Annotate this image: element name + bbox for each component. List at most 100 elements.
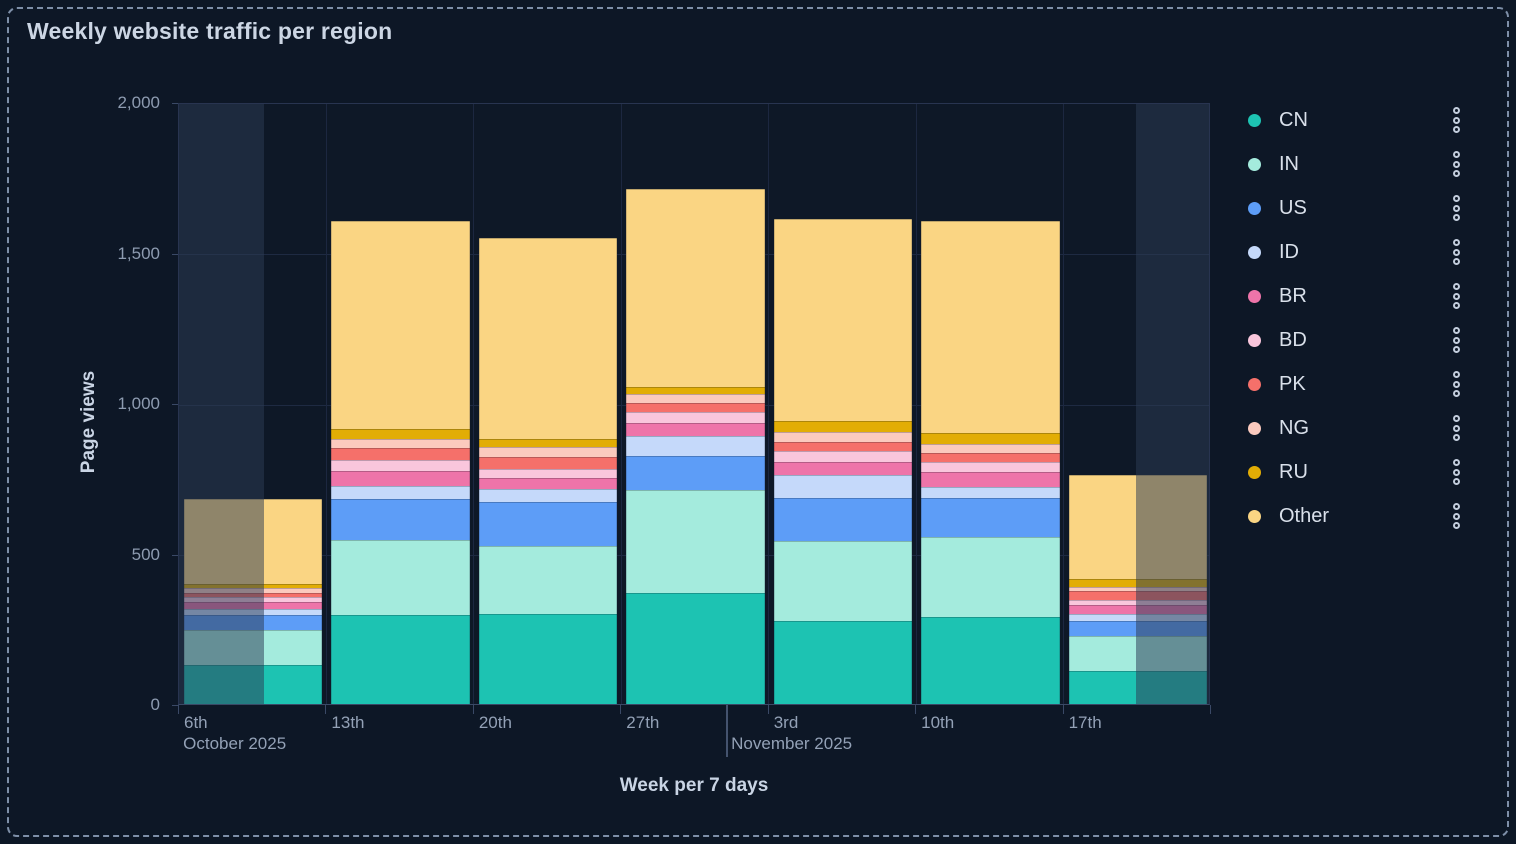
x-tick-mark [178,705,179,714]
kebab-ring-dot [1453,126,1460,134]
kebab-ring-dot [1453,370,1460,378]
y-tick-mark [172,705,178,706]
bar-segment-3rd-bd[interactable] [773,451,913,462]
bar-segment-13th-other[interactable] [331,220,470,429]
legend-item-ru[interactable]: RU [1240,450,1472,494]
legend-item-ng[interactable]: NG [1240,406,1472,450]
bar-segment-10th-bd[interactable] [921,461,1060,473]
bar-segment-13th-ru[interactable] [331,428,470,440]
legend-menu-kebab-icon[interactable] [1451,412,1462,445]
bar-segment-27th-in[interactable] [626,490,765,593]
legend-color-dot [1248,113,1261,127]
gridline-vertical [1063,104,1065,704]
kebab-ring-dot [1453,458,1460,466]
bar-segment-3rd-br[interactable] [773,461,913,476]
legend-menu-kebab-icon[interactable] [1451,368,1462,401]
bar-segment-27th-br[interactable] [626,422,765,437]
bar-segment-27th-bd[interactable] [626,412,765,423]
legend-menu-kebab-icon[interactable] [1451,192,1462,225]
bar-segment-3rd-other[interactable] [773,219,913,422]
x-tick-label: 6th [184,713,208,732]
bar-segment-13th-bd[interactable] [331,460,470,471]
legend-item-cn[interactable]: CN [1240,98,1472,142]
kebab-ring-dot [1453,390,1460,398]
bar-segment-13th-id[interactable] [331,485,470,500]
legend-label: BR [1279,284,1307,307]
bar-segment-10th-us[interactable] [921,497,1060,537]
bar-segment-10th-ng[interactable] [921,443,1060,453]
bar-segment-13th-cn[interactable] [331,615,470,704]
kebab-ring-dot [1453,194,1460,202]
legend-menu-kebab-icon[interactable] [1451,104,1462,137]
legend-item-other[interactable]: Other [1240,494,1472,538]
bar-segment-3rd-us[interactable] [773,497,913,542]
legend-item-pk[interactable]: PK [1240,362,1472,406]
bar-segment-20th-in[interactable] [478,545,618,614]
kebab-ring-dot [1453,238,1460,246]
bar-segment-20th-br[interactable] [478,478,618,489]
month-separator-line [725,705,728,757]
legend-menu-kebab-icon[interactable] [1451,236,1462,269]
bar-segment-27th-ru[interactable] [626,386,765,395]
bar-segment-10th-ru[interactable] [921,433,1060,444]
kebab-ring-dot [1453,414,1460,422]
legend-item-in[interactable]: IN [1240,142,1472,186]
bar-segment-27th-cn[interactable] [626,592,765,704]
legend-menu-kebab-icon[interactable] [1451,324,1462,357]
bar-segment-13th-br[interactable] [331,470,470,486]
bar-segment-3rd-in[interactable] [773,541,913,622]
bar-segment-3rd-ru[interactable] [773,421,913,432]
bar-segment-13th-pk[interactable] [331,448,470,461]
bar-segment-10th-br[interactable] [921,472,1060,488]
bar-segment-10th-id[interactable] [921,487,1060,498]
bar-segment-13th-ng[interactable] [331,439,470,449]
bar-segment-20th-ng[interactable] [478,446,618,458]
bar-segment-3rd-pk[interactable] [773,442,913,452]
x-tick-label: 20th [478,713,512,732]
legend-menu-kebab-icon[interactable] [1451,456,1462,489]
bar-segment-20th-ru[interactable] [478,439,618,447]
legend-menu-kebab-icon[interactable] [1451,500,1462,533]
bar-segment-20th-id[interactable] [478,488,618,503]
legend-item-bd[interactable]: BD [1240,318,1472,362]
bar-segment-20th-bd[interactable] [478,469,618,479]
bar-segment-20th-pk[interactable] [478,457,618,470]
bar-segment-27th-ng[interactable] [626,394,765,404]
dimmed-range-band [179,104,265,704]
kebab-ring-dot [1453,424,1460,432]
bar-segment-10th-other[interactable] [921,220,1060,434]
legend-menu-kebab-icon[interactable] [1451,148,1462,181]
x-tick-label: 17th [1068,713,1102,732]
bar-segment-3rd-id[interactable] [773,475,913,498]
bar-segment-20th-us[interactable] [478,502,618,546]
bar-segment-13th-in[interactable] [331,539,470,616]
month-label: October 2025 [183,734,287,753]
kebab-ring-dot [1453,160,1460,168]
bar-segment-27th-pk[interactable] [626,403,765,413]
bar-segment-20th-cn[interactable] [478,613,618,704]
bar-segment-20th-other[interactable] [478,237,618,440]
bar-segment-10th-in[interactable] [921,536,1060,617]
kebab-ring-dot [1453,204,1460,212]
legend-item-us[interactable]: US [1240,186,1472,230]
legend-item-id[interactable]: ID [1240,230,1472,274]
bar-segment-27th-other[interactable] [626,189,765,387]
y-tick-label: 500 [131,544,160,564]
bar-segment-3rd-ng[interactable] [773,431,913,443]
bar-segment-27th-id[interactable] [626,436,765,456]
y-tick-label: 2,000 [117,93,160,112]
bar-segment-3rd-cn[interactable] [773,621,913,704]
bar-segment-10th-cn[interactable] [921,616,1060,704]
x-tick-label: 13th [331,713,365,732]
legend-label: RU [1279,460,1308,483]
bar-segment-27th-us[interactable] [626,455,765,491]
x-axis-title: Week per 7 days [619,775,769,796]
kebab-ring-dot [1453,326,1460,334]
legend-menu-kebab-icon[interactable] [1451,280,1462,313]
legend-item-br[interactable]: BR [1240,274,1472,318]
y-tick-mark [172,103,178,104]
bar-segment-10th-pk[interactable] [921,452,1060,462]
bar-27th [626,189,765,704]
x-tick-mark [1062,705,1064,714]
bar-segment-13th-us[interactable] [331,499,470,540]
